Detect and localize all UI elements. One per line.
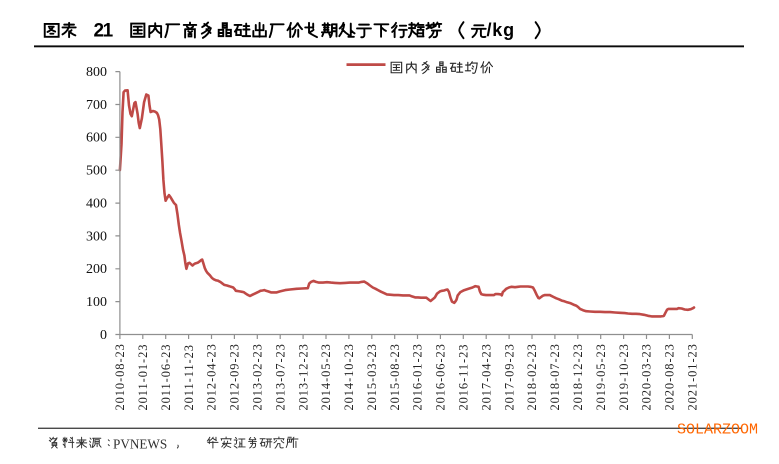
svg-text:800: 800	[86, 65, 107, 80]
svg-text:2013-07-23: 2013-07-23	[273, 343, 287, 410]
svg-text:100: 100	[86, 295, 107, 310]
svg-text:SOLARZOOM: SOLARZOOM	[677, 422, 758, 439]
svg-text:2017-04-23: 2017-04-23	[479, 343, 493, 410]
svg-text:2021-01-23: 2021-01-23	[686, 343, 700, 410]
svg-text:2020-08-23: 2020-08-23	[663, 343, 677, 410]
svg-text:2011-11-23: 2011-11-23	[182, 344, 196, 410]
svg-text:2016-11-23: 2016-11-23	[457, 344, 471, 411]
svg-text:2015-03-23: 2015-03-23	[365, 343, 379, 410]
svg-text:2020-03-23: 2020-03-23	[640, 343, 654, 410]
svg-text:500: 500	[86, 164, 107, 179]
svg-text:2017-09-23: 2017-09-23	[502, 343, 516, 410]
svg-text:2019-05-23: 2019-05-23	[594, 343, 608, 410]
svg-text:400: 400	[86, 197, 107, 212]
svg-text:300: 300	[86, 229, 107, 244]
svg-text:/kg: /kg	[487, 20, 515, 40]
svg-text:2016-06-23: 2016-06-23	[434, 343, 448, 410]
svg-text:2012-04-23: 2012-04-23	[205, 343, 219, 410]
svg-text:2019-10-23: 2019-10-23	[617, 343, 631, 410]
svg-text:2018-12-23: 2018-12-23	[571, 343, 585, 410]
svg-text:PVNEWS: PVNEWS	[113, 437, 167, 452]
svg-text:2012-09-23: 2012-09-23	[228, 343, 242, 410]
svg-text:2013-02-23: 2013-02-23	[251, 343, 265, 410]
svg-text:2014-10-23: 2014-10-23	[342, 343, 356, 410]
svg-text:0: 0	[100, 328, 107, 343]
svg-text:2018-07-23: 2018-07-23	[548, 343, 562, 410]
svg-text:2010-08-23: 2010-08-23	[113, 343, 127, 410]
svg-text:600: 600	[86, 131, 107, 146]
svg-text:21: 21	[94, 21, 114, 42]
svg-text:2013-12-23: 2013-12-23	[296, 343, 310, 410]
svg-text:2016-01-23: 2016-01-23	[411, 343, 425, 410]
svg-text:2011-01-23: 2011-01-23	[136, 344, 150, 411]
svg-text:700: 700	[86, 98, 107, 113]
svg-text:200: 200	[86, 262, 107, 277]
svg-text:2018-02-23: 2018-02-23	[525, 343, 539, 410]
svg-text:2011-06-23: 2011-06-23	[159, 344, 173, 411]
svg-text:2014-05-23: 2014-05-23	[319, 343, 333, 410]
svg-text:2015-08-23: 2015-08-23	[388, 343, 402, 410]
